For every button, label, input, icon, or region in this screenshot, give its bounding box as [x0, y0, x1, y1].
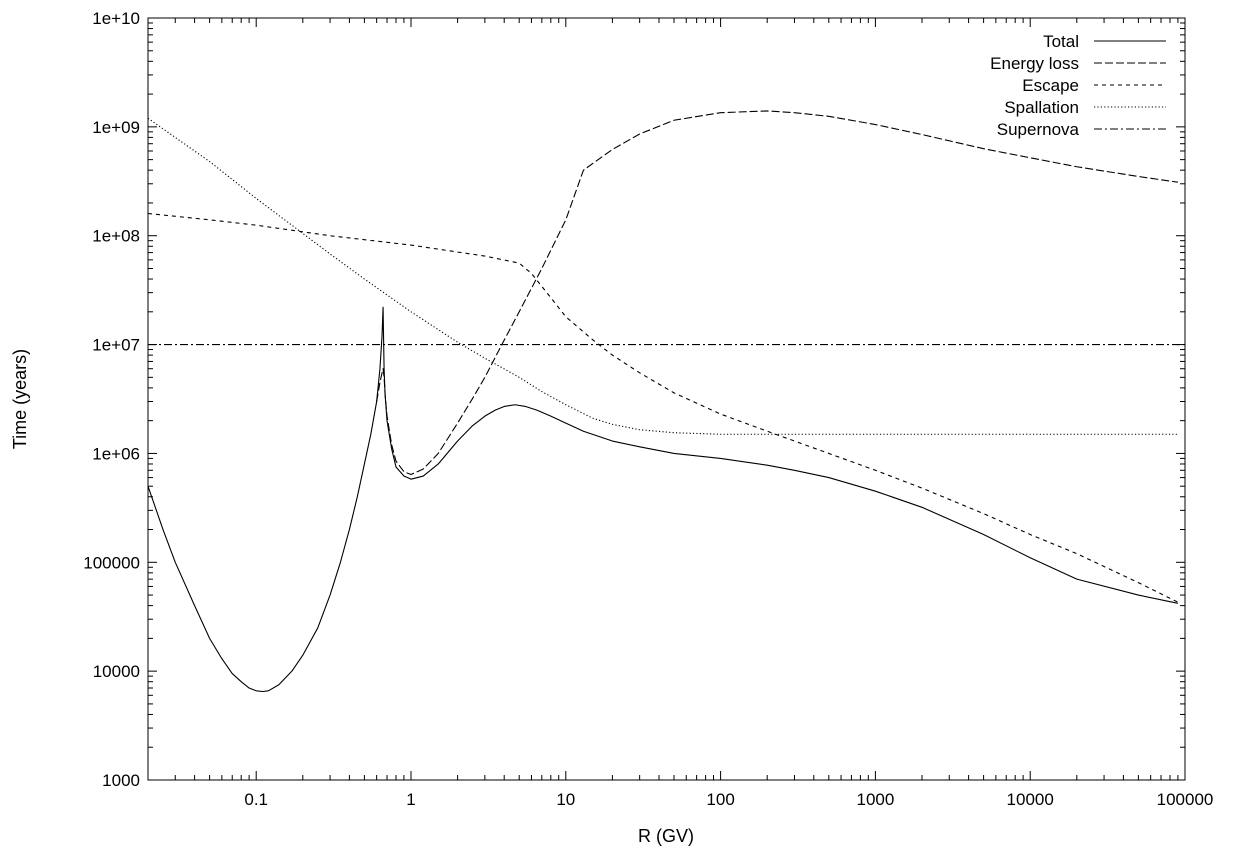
y-axis-ticks: 1000 10000 100000 1e+06 1e+07 1e+08 1e+09 1e+10 [83, 9, 1185, 790]
legend-label: Escape [1022, 76, 1079, 95]
series-layer [147, 110, 1185, 693]
y-tick-label: 10000 [93, 662, 140, 681]
x-tick-label: 1000 [856, 790, 894, 809]
plot-frame [147, 17, 1186, 781]
series-line-escape [147, 212, 1179, 603]
x-tick-label: 100000 [1157, 790, 1214, 809]
y-tick-label: 1e+09 [92, 118, 140, 137]
y-tick-label: 100000 [83, 553, 140, 572]
y-tick-label: 1e+06 [92, 444, 140, 463]
y-tick-label: 1e+10 [92, 9, 140, 28]
y-tick-label: 1000 [102, 771, 140, 790]
x-tick-label: 10 [556, 790, 575, 809]
series-line-spallation [147, 117, 1178, 435]
legend-label: Spallation [1004, 98, 1079, 117]
legend-label: Energy loss [990, 54, 1079, 73]
y-tick-label: 1e+08 [92, 227, 140, 246]
y-axis-title: Time (years) [10, 349, 30, 449]
series-line-total [147, 306, 1179, 693]
x-tick-label: 10000 [1007, 790, 1054, 809]
x-tick-label: 1 [406, 790, 415, 809]
legend: Total Energy loss Escape Spallation Supernov… [990, 32, 1166, 139]
x-tick-label: 100 [706, 790, 734, 809]
x-axis-ticks: 0.1 1 10 100 1000 10000 100000 [147, 18, 1214, 809]
legend-label: Supernova [997, 120, 1080, 139]
legend-label: Total [1043, 32, 1079, 51]
series-line-energy-loss [376, 110, 1178, 476]
x-axis-title: R (GV) [638, 826, 694, 846]
y-tick-label: 1e+07 [92, 336, 140, 355]
x-tick-label: 0.1 [244, 790, 268, 809]
